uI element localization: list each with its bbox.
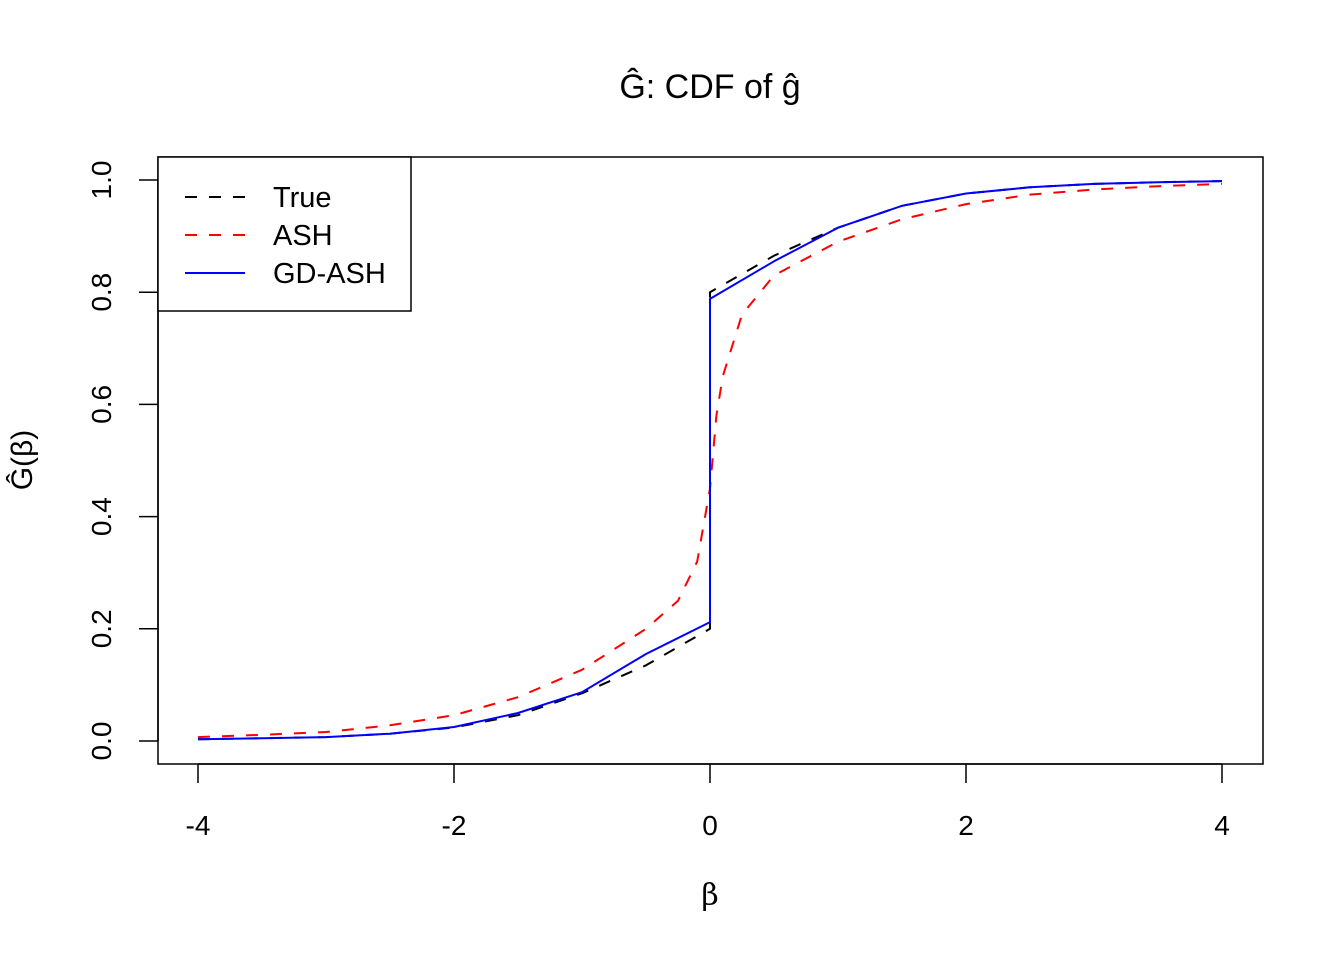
legend-label: True [273,182,332,214]
series-gd-ash-line [197,180,1223,741]
legend-label: GD-ASH [273,258,386,290]
legend: True ASH GD-ASH [157,156,412,312]
x-tick-label: 0 [702,810,718,841]
legend-box [157,156,412,312]
x-axis: -4 -2 0 2 4 [186,763,1230,841]
y-tick-label: 1.0 [86,161,117,200]
y-axis: 0.0 0.2 0.4 0.6 0.8 1.0 [86,161,159,761]
x-axis-label: β [701,878,718,913]
y-tick-label: 0.2 [86,609,117,648]
y-axis-label: Ĝ(β) [5,430,39,491]
x-tick-label: -2 [442,810,467,841]
x-tick-label: 2 [958,810,974,841]
y-tick-label: 0.6 [86,385,117,424]
x-tick-label: 4 [1214,810,1230,841]
x-tick-label: -4 [186,810,211,841]
chart-title: Ĝ: CDF of ĝ [619,68,800,106]
y-tick-label: 0.8 [86,273,117,312]
legend-label: ASH [273,220,333,252]
y-tick-label: 0.4 [86,497,117,536]
series-ash-line [197,182,1223,739]
series-lines [197,180,1223,741]
y-tick-label: 0.0 [86,722,117,761]
